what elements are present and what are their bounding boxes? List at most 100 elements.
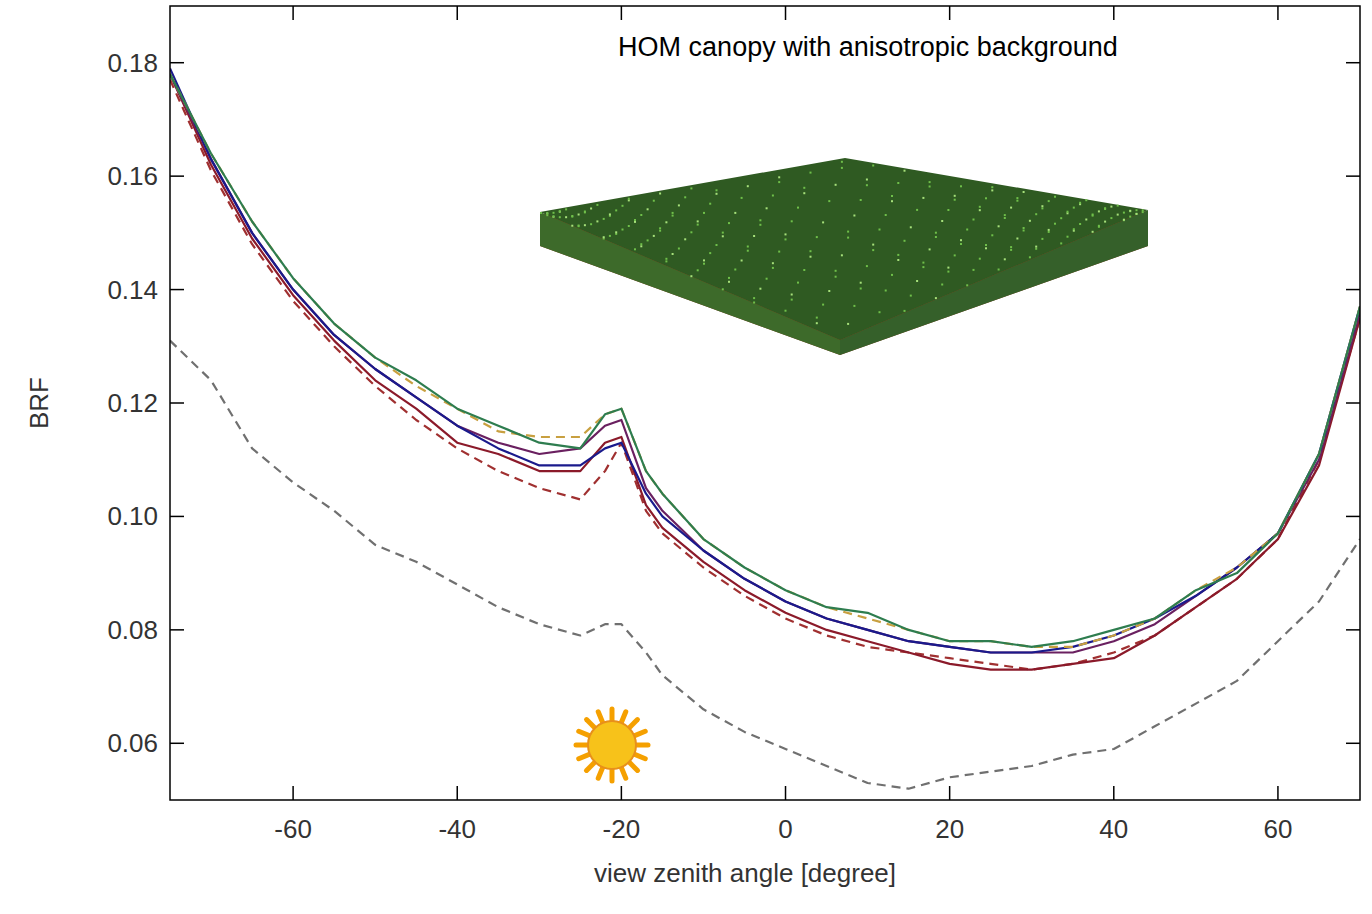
canopy-speckle [910,295,912,297]
canopy-speckle [853,305,855,307]
canopy-speckle [1129,216,1131,218]
canopy-speckle [985,244,987,246]
x-tick [621,786,623,800]
canopy-speckle [960,185,962,187]
canopy-speckle [885,290,887,292]
sun-disc [588,721,636,769]
canopy-speckle [647,208,649,210]
canopy-speckle [1029,220,1031,222]
canopy-speckle [1079,202,1081,204]
canopy-speckle [1073,207,1075,209]
canopy-speckle [922,266,924,268]
canopy-speckle [766,207,768,209]
canopy-speckle [1117,214,1119,216]
canopy-speckle [766,278,768,280]
canopy-speckle [684,196,686,198]
canopy-speckle [885,214,887,216]
canopy-speckle [709,252,711,254]
canopy-speckle [985,197,987,199]
canopy-speckle [816,236,818,238]
canopy-speckle [540,212,542,214]
annotation: HOM canopy with anisotropic background [618,32,1118,62]
canopy-speckle [954,254,956,256]
canopy-speckle [979,209,981,211]
canopy-speckle [640,245,642,247]
canopy-speckle [690,231,692,233]
canopy-speckle [703,263,705,265]
y-tick [1346,289,1360,291]
x-tick-label: 40 [1099,814,1128,844]
canopy-speckle [1067,211,1069,213]
canopy-speckle [1041,238,1043,240]
canopy-speckle [966,284,968,286]
canopy-speckle [860,199,862,201]
canopy-speckle [634,248,636,250]
canopy-speckle [822,221,824,223]
canopy-speckle [1123,219,1125,221]
canopy-speckle [1085,219,1087,221]
canopy-speckle [1023,227,1025,229]
canopy-speckle [772,195,774,197]
canopy-speckle [571,225,573,227]
canopy-speckle [546,212,548,214]
canopy-speckle [1085,199,1087,201]
canopy-speckle [1041,205,1043,207]
canopy-speckle [847,323,849,325]
canopy-speckle [1117,205,1119,207]
canopy-speckle [1060,217,1062,219]
y-tick [1346,62,1360,64]
series-line [170,341,1360,789]
series-line [170,74,1360,652]
canopy-speckle [866,265,868,267]
canopy-speckle [1023,191,1025,193]
canopy-speckle [716,244,718,246]
canopy-speckle [697,224,699,226]
canopy-speckle [665,221,667,223]
canopy-speckle [1016,238,1018,240]
canopy-speckle [947,271,949,273]
canopy-speckle [1004,217,1006,219]
canopy-speckle [1142,211,1144,213]
canopy-speckle [741,260,743,262]
canopy-speckle [1110,206,1112,208]
canopy-speckle [565,216,567,218]
canopy-speckle [578,225,580,227]
canopy-speckle [1035,213,1037,215]
canopy-speckle [803,187,805,189]
series-line [170,74,1360,647]
canopy-speckle [659,193,661,195]
canopy-speckle [803,192,805,194]
canopy-speckle [841,161,843,163]
canopy-speckle [1023,230,1025,232]
canopy-speckle [835,276,837,278]
canopy-speckle [778,251,780,253]
canopy-speckle [571,216,573,218]
y-tick [1346,629,1360,631]
canopy-speckle [941,220,943,222]
x-tick [456,786,458,800]
canopy-speckle [741,197,743,199]
canopy-speckle [791,299,793,301]
canopy-speckle [1054,223,1056,225]
canopy-speckle [722,232,724,234]
canopy-speckle [665,258,667,260]
lines [170,68,1360,788]
canopy-speckle [866,179,868,181]
canopy-speckle [1010,246,1012,248]
canopy-speckle [904,310,906,312]
canopy-speckle [640,214,642,216]
canopy-speckle [1104,221,1106,223]
series-line [170,68,1360,652]
y-tick [170,62,184,64]
canopy-speckle [828,290,830,292]
y-axis-title: BRF [24,377,54,429]
canopy-speckle [947,267,949,269]
canopy-side [540,212,840,355]
canopy-speckle [935,297,937,299]
canopy-speckle [935,236,937,238]
canopy-speckle [991,189,993,191]
canopy-speckle [546,212,548,214]
canopy-speckle [910,226,912,228]
canopy-speckle [1073,228,1075,230]
canopy-speckle [578,214,580,216]
